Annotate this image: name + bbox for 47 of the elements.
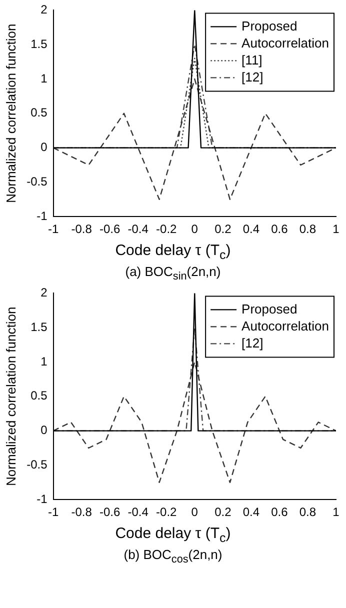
x-tick-label: 0.8 (299, 222, 316, 236)
x-tick-label: 1 (332, 504, 340, 519)
x-tick-label: 0 (191, 222, 198, 236)
x-tick-label: 1 (332, 222, 340, 236)
x-tick-label: -0.6 (99, 222, 120, 236)
y-tick-label: 2 (40, 285, 48, 300)
y-axis-title: Normalized correlation function (3, 24, 18, 203)
y-tick-label: 2 (40, 2, 48, 17)
x-axis-title: Code delay τ (T$_{c}$) (114, 242, 232, 262)
legend-label: Autocorrelation (242, 318, 330, 333)
y-tick-label: 1 (40, 354, 48, 368)
legend-label: Proposed (242, 300, 298, 316)
legend-label: [11] (242, 52, 262, 68)
x-tick-label: 0.6 (271, 222, 288, 236)
text: (a) BOC$_{sin}$(2n,n) (124, 264, 222, 283)
y-tick-label: 1 (40, 71, 48, 86)
x-tick-label: -0.4 (128, 504, 149, 519)
x-tick-label: 0 (191, 504, 198, 519)
y-tick-label: -1 (36, 208, 48, 223)
x-tick-label: 0.4 (242, 504, 260, 519)
legend-label: Proposed (242, 18, 298, 34)
text: (b) BOC$_{cos}$(2n,n) (122, 546, 224, 566)
x-tick-label: -0.2 (156, 504, 178, 519)
x-tick-label: -0.2 (156, 222, 178, 236)
y-tick-label: -0.5 (26, 457, 48, 472)
y-tick-label: 0 (40, 140, 48, 154)
x-tick-label: -0.4 (128, 222, 149, 236)
x-tick-label: 0.8 (299, 504, 316, 519)
legend-label: Autocorrelation (242, 35, 330, 50)
x-tick-label: -0.8 (71, 504, 92, 519)
x-axis-title: Code delay τ (T$_{c}$) (114, 524, 232, 545)
y-tick-label: -1 (36, 492, 48, 506)
x-tick-label: -0.6 (99, 504, 120, 519)
y-tick-label: -0.5 (26, 174, 48, 189)
y-tick-label: 0.5 (30, 106, 48, 120)
x-tick-label: 0.4 (242, 222, 260, 236)
legend-label: [12] (242, 334, 264, 350)
x-tick-label: -0.8 (71, 222, 92, 236)
x-tick-label: 0.2 (214, 504, 232, 519)
y-tick-label: 1.5 (30, 320, 48, 334)
y-axis-title: Normalized correlation function (3, 306, 18, 486)
x-tick-label: 0.6 (271, 504, 288, 519)
y-tick-label: 0.5 (30, 388, 48, 402)
legend-label: [12] (242, 69, 264, 84)
y-tick-label: 1.5 (30, 36, 48, 51)
y-tick-label: 0 (40, 422, 48, 437)
x-tick-label: 0.2 (214, 222, 232, 236)
